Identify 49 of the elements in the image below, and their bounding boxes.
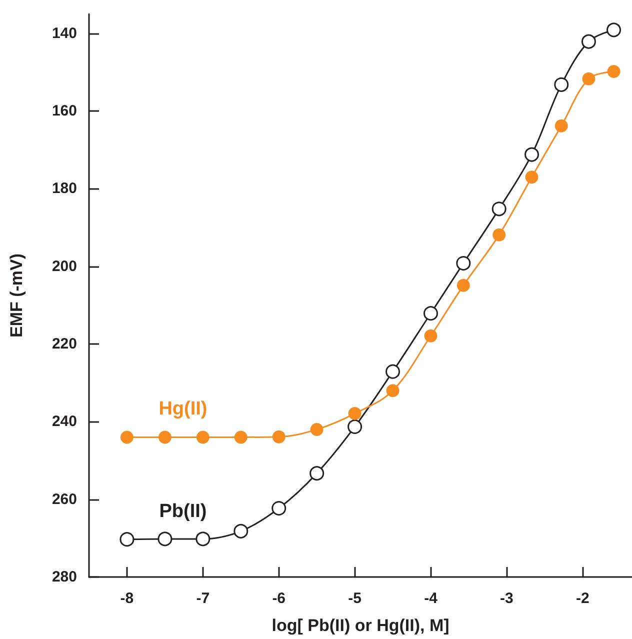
x-tick-label: -6 [272,590,286,607]
point [272,501,286,516]
x-tick-label: -3 [500,590,514,607]
point [196,430,210,444]
point [120,430,134,444]
point [386,384,400,398]
point [424,329,438,342]
point [234,430,248,444]
point [492,202,506,216]
x-tick-label: -2 [576,590,590,607]
x-axis-title: log[ Pb(II) or Hg(II), M] [272,616,450,635]
x-tick-label: -5 [348,590,362,607]
series-label: Pb(II) [159,500,207,522]
point [492,228,506,242]
point [456,278,470,292]
point [607,64,620,78]
y-axis-title: EMF (-mV) [7,253,26,338]
x-tick-label: -4 [424,590,438,607]
point [120,532,134,547]
point [524,147,540,162]
x-tick-label: -8 [120,590,134,607]
point [386,364,400,379]
point [525,170,538,184]
y-tick-label: 260 [52,490,77,508]
point [348,419,362,434]
point [310,422,324,436]
x-tick-label: -7 [196,590,210,607]
point [424,306,438,321]
y-tick-label: 200 [52,258,77,275]
point [581,34,596,49]
point [348,407,362,420]
y-tick-label: 160 [52,102,77,120]
point [196,532,210,546]
point [554,77,569,92]
y-tick-label: 180 [52,180,77,198]
point [272,430,286,444]
point [554,119,568,132]
y-tick-label: 220 [52,336,77,353]
y-tick-label: 140 [52,24,77,42]
y-tick-label: 240 [52,413,77,430]
point [456,256,471,271]
point [158,532,172,546]
y-tick-label: 280 [52,568,77,586]
point [310,466,324,481]
point [606,22,622,38]
series-label: Hg(II) [158,398,208,420]
point [234,524,248,538]
point [582,72,596,86]
point [158,430,172,444]
